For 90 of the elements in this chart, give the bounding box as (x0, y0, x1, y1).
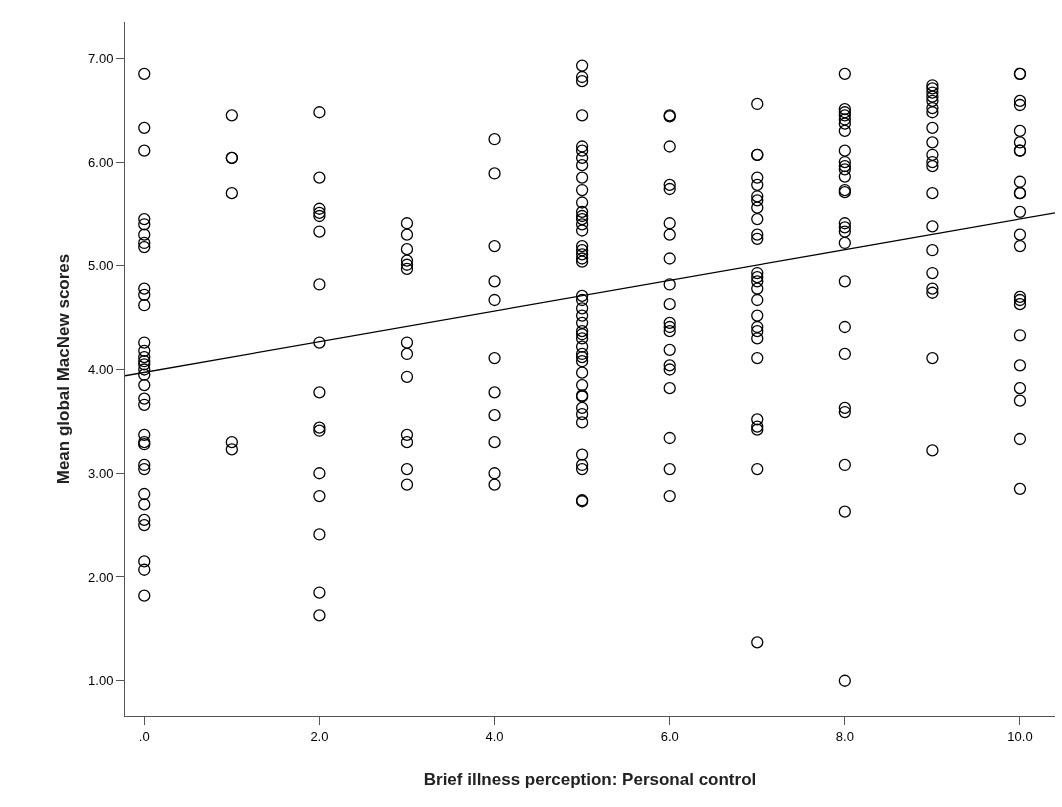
point (751, 636, 764, 649)
y-axis-title: Mean global MacNew scores (53, 253, 73, 485)
point (838, 405, 851, 419)
point (926, 160, 939, 173)
point (838, 124, 851, 138)
point (838, 117, 851, 130)
point (926, 136, 939, 149)
point (838, 236, 851, 250)
point (838, 401, 851, 415)
point (926, 351, 939, 365)
point (1013, 239, 1027, 253)
point (838, 144, 851, 157)
point (1013, 228, 1027, 241)
point (1013, 382, 1027, 395)
point (751, 228, 764, 241)
x-tick-label: 2.0 (310, 728, 329, 744)
point (751, 275, 764, 288)
point (1013, 359, 1027, 372)
point (838, 155, 851, 169)
point (926, 121, 939, 134)
point (751, 201, 764, 214)
point (751, 282, 764, 295)
point (751, 309, 764, 322)
point (926, 220, 939, 233)
y-tick-label: 6.00 (88, 154, 114, 170)
point (1013, 98, 1027, 112)
point (751, 212, 764, 226)
point (751, 178, 764, 192)
point (751, 332, 764, 345)
y-tick-label: 3.00 (88, 465, 114, 481)
point (926, 266, 939, 280)
x-axis-title: Brief illness perception: Personal control (423, 770, 757, 789)
point (926, 444, 939, 457)
point (926, 286, 939, 299)
x-tick-label: .0 (138, 728, 150, 744)
point (838, 458, 851, 472)
point (926, 106, 939, 119)
point (1013, 394, 1027, 407)
point (926, 187, 939, 200)
point (838, 217, 851, 230)
point (751, 97, 764, 111)
point (751, 266, 764, 280)
point (1013, 205, 1027, 218)
point (1013, 124, 1027, 138)
y-tick-label: 1.00 (88, 673, 114, 689)
x-tick-label: 6.0 (660, 728, 679, 744)
x-tick-label: 4.0 (485, 728, 504, 744)
y-tick-label: 5.00 (88, 258, 114, 274)
point (751, 194, 764, 207)
point (838, 102, 851, 116)
point (926, 86, 939, 99)
y-tick-label: 7.00 (88, 50, 114, 66)
point (926, 244, 939, 257)
y-tick-label: 4.00 (88, 362, 114, 378)
point (751, 324, 764, 338)
point (838, 347, 851, 361)
x-tick-label: 8.0 (835, 728, 854, 744)
point (751, 320, 764, 334)
point (838, 275, 851, 288)
point (1013, 329, 1027, 342)
x-tick-label: 10.0 (1007, 728, 1033, 744)
point (838, 674, 851, 687)
point (838, 67, 851, 81)
point (926, 94, 939, 107)
point (751, 413, 764, 426)
point (751, 462, 764, 476)
point (751, 351, 764, 365)
point (926, 282, 939, 295)
point (1013, 175, 1027, 188)
point (838, 505, 851, 518)
point (751, 232, 764, 245)
point (1013, 298, 1027, 311)
point (1013, 482, 1027, 495)
point (838, 170, 851, 183)
point (1013, 94, 1027, 107)
point (926, 101, 939, 115)
point (751, 171, 764, 184)
point (838, 320, 851, 334)
point (1013, 432, 1027, 446)
point (751, 271, 764, 284)
point (1013, 136, 1027, 149)
y-tick-label: 2.00 (88, 569, 114, 585)
point (926, 90, 939, 103)
point (838, 225, 851, 238)
point (751, 190, 764, 203)
point (838, 113, 851, 126)
point (926, 148, 939, 161)
point (751, 293, 764, 307)
point (926, 155, 939, 169)
point (838, 221, 851, 234)
